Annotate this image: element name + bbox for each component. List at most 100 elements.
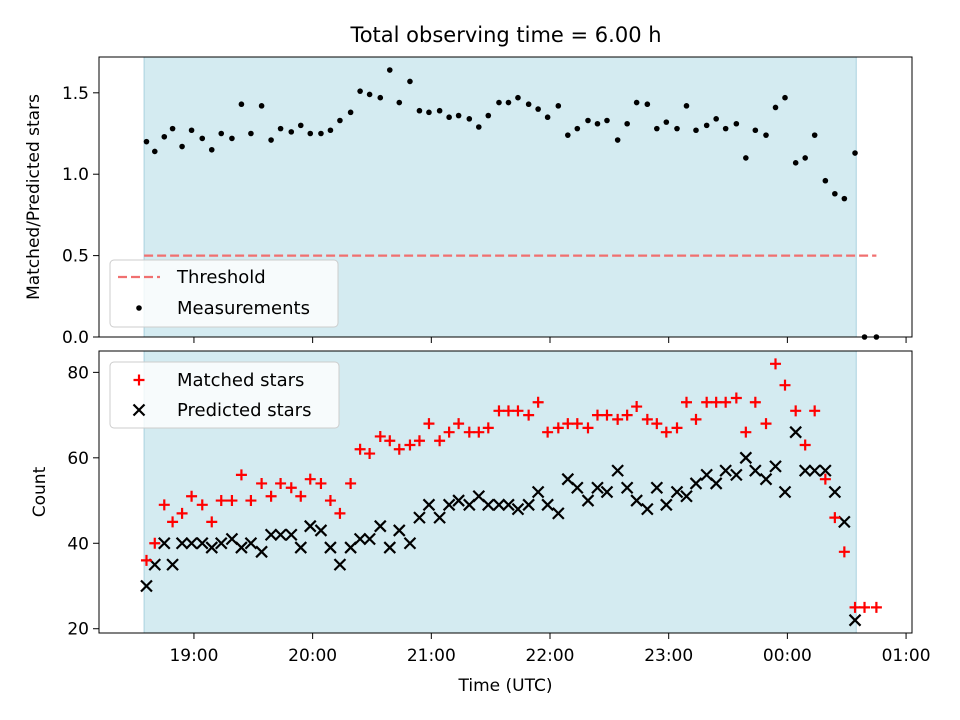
measurement-point [792,160,799,166]
matched-star-point [265,490,277,502]
predicted-star-point [383,541,397,554]
x-tick-label: 21:00 [407,646,456,666]
predicted-star-point [591,481,604,495]
matched-star-point [612,413,624,425]
matched-star-point [295,490,307,502]
predicted-star-point [838,515,851,529]
ratio-y-tick-label: 0.5 [62,247,89,267]
measurement-point [151,148,158,155]
matched-star-point [502,405,514,417]
matched-star-point [720,396,732,408]
measurement-point [426,109,432,116]
matched-star-point [859,601,871,613]
matched-star-point [206,516,218,528]
matched-star-point [345,477,357,489]
measurement-point [179,143,185,150]
predicted-star-point [274,528,287,542]
measurement-point [347,109,354,116]
ratio-y-tick-label: 1.5 [62,84,89,104]
matched-star-point [176,507,188,519]
x-tick-label: 22:00 [526,646,575,666]
measurement-point [229,135,235,142]
predicted-star-point [363,532,376,546]
predicted-star-point [492,498,506,512]
predicted-star-point [620,481,634,495]
matched-star-point [601,409,613,421]
x-axis-label: Time (UTC) [458,676,553,696]
matched-star-point [790,405,802,417]
measurement-point [515,94,521,101]
matched-star-point [413,435,425,447]
predicted-star-point [709,477,723,490]
x-tick-label: 23:00 [644,646,693,666]
predicted-star-point [433,511,446,524]
ratio-y-tick-label: 0.0 [62,328,89,348]
matched-star-point [167,516,179,528]
matched-star-point [562,418,574,430]
matched-star-point [552,422,564,434]
predicted-star-point [422,498,436,512]
matched-star-point [809,405,821,417]
matched-star-point [158,499,170,511]
matched-star-point [196,499,208,511]
matched-star-point [680,396,692,408]
measurement-point [466,116,473,122]
matched-star-point [315,477,327,489]
predicted-star-point [641,502,654,516]
measurement-point [772,104,779,111]
measurement-point [644,101,651,108]
measurement-point [436,107,443,114]
count-y-tick-label: 20 [67,620,89,640]
measurement-point [396,99,403,106]
predicted-star-point [749,464,762,477]
measurement-point [841,195,848,202]
predicted-star-point [778,485,792,499]
predicted-star-point [611,464,624,477]
predicted-star-point [284,528,298,542]
matched-star-point [473,426,485,438]
count-y-tick-label: 40 [67,534,89,554]
measurement-point [604,117,610,124]
measurement-point [327,127,334,134]
measurement-point [277,125,284,132]
legend-measurements-swatch [136,305,142,311]
matched-star-point [740,426,752,438]
ratio-y-axis-label: Matched/Predicted stars [24,94,44,300]
predicted-star-point [511,502,525,516]
matched-star-point [870,601,882,613]
predicted-star-point [314,524,328,537]
matched-star-point [393,443,405,455]
matched-star-point [235,469,247,481]
matched-star-point [819,473,831,485]
predicted-star-point [660,498,673,512]
predicted-star-point [769,460,782,473]
measurement-point [633,99,640,106]
measurement-point [654,125,660,132]
matched-star-point [149,537,161,549]
x-tick-label: 20:00 [288,646,337,666]
legend-matched-label: Matched stars [177,370,304,391]
predicted-star-point [739,451,753,465]
predicted-star-point [185,536,198,550]
matched-star-point [434,435,446,447]
predicted-star-point [848,613,862,627]
measurement-point [268,137,274,143]
matched-star-point [730,392,742,404]
predicted-star-point [828,485,842,499]
predicted-star-point [552,507,565,520]
measurement-point [763,132,769,138]
predicted-star-point [482,498,495,512]
measurement-point [683,103,690,109]
measurement-point [366,91,373,98]
matched-star-point [690,413,702,425]
predicted-star-point [522,498,535,512]
measurement-point [565,132,571,138]
measurement-point [169,125,176,132]
matched-star-point [324,495,336,507]
count-ticks: 20 40 60 80 19:00 20:00 21:00 22:00 23:00 00:00 01… [67,363,930,666]
predicted-star-point [157,536,171,550]
matched-star-point [838,546,850,558]
legend-matched-swatch [133,374,145,386]
predicted-star-point [413,511,426,524]
